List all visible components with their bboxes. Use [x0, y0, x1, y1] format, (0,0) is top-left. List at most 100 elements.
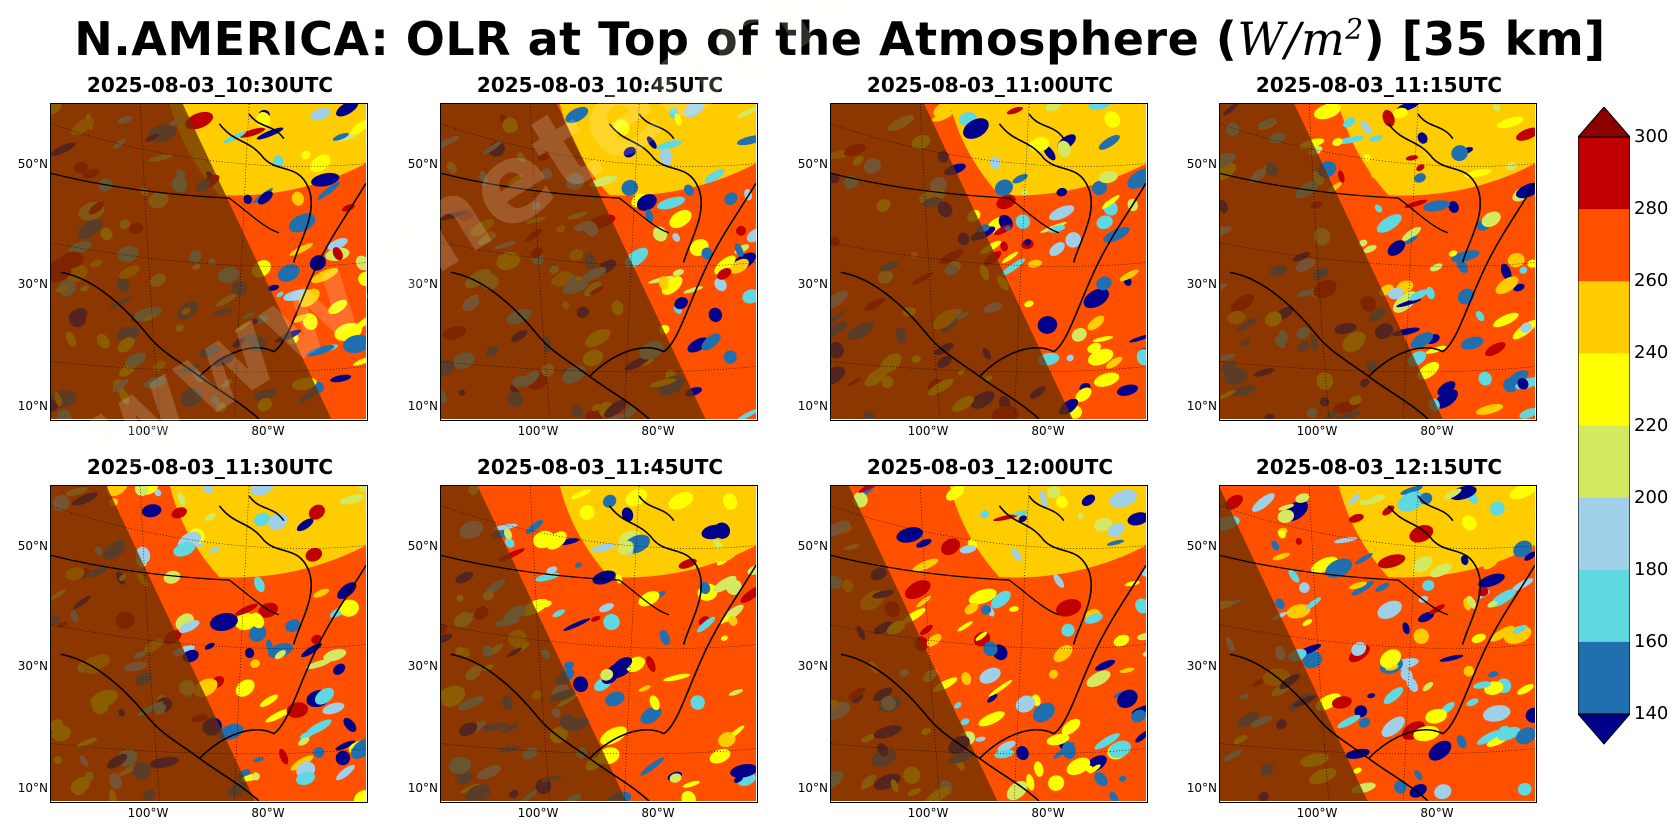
cloud-cell — [204, 642, 215, 650]
cloud-cell — [708, 307, 723, 323]
latitude-label: 50°N — [407, 157, 438, 171]
panel-time-title: 2025-08-03_12:15UTC — [1255, 455, 1503, 479]
cloud-cell — [957, 621, 973, 632]
longitude-label: 80°W — [251, 806, 285, 820]
cloud-cell — [1429, 263, 1443, 272]
cloud-cell — [701, 524, 726, 540]
cloud-cell — [1006, 780, 1028, 801]
cloud-cell — [134, 486, 149, 497]
cloud-cell — [1077, 512, 1084, 520]
cloud-cell — [1418, 611, 1435, 623]
cloud-cell — [683, 286, 703, 294]
graticule-line — [919, 486, 941, 801]
cloud-cell — [1131, 150, 1146, 166]
panel-time-title: 2025-08-03_11:45UTC — [476, 455, 724, 479]
cloud-cell — [717, 268, 732, 280]
cloud-cell — [1127, 512, 1146, 526]
cloud-cell — [1466, 698, 1479, 707]
cloud-cell — [858, 486, 884, 493]
cloud-cell — [306, 659, 331, 669]
latitude-label: 50°N — [797, 539, 828, 553]
cloud-cell — [313, 588, 330, 598]
cloud-cell — [987, 694, 998, 703]
cloud-cell — [353, 315, 366, 332]
cloud-cell — [1039, 490, 1048, 508]
cloud-cell — [625, 488, 648, 507]
cloud-cell — [308, 504, 325, 520]
cloud-cell — [1425, 286, 1435, 300]
latitude-label: 50°N — [1186, 157, 1217, 171]
cloud-cell — [1414, 173, 1426, 183]
cloud-cell — [243, 182, 261, 195]
cloud-cell — [1049, 242, 1065, 257]
cloud-cell — [570, 488, 592, 500]
cloud-cell — [618, 540, 634, 555]
latitude-label: 30°N — [1186, 277, 1217, 291]
cloud-cell — [980, 604, 992, 615]
cloud-cell — [1435, 389, 1459, 409]
cloud-cell — [1024, 238, 1032, 246]
international-border — [441, 172, 670, 234]
latitude-label: 30°N — [797, 277, 828, 291]
cloud-cell — [1271, 540, 1280, 551]
cloud-cell — [310, 107, 331, 121]
cloud-cell — [701, 333, 721, 351]
cloud-cell — [1016, 746, 1029, 761]
longitude-label: 80°W — [1031, 806, 1065, 820]
cloud-cell — [1483, 558, 1498, 570]
cloud-cell — [259, 694, 279, 708]
colorbar-tick-label: 260 — [1634, 270, 1669, 292]
cloud-cell — [621, 507, 634, 522]
cloud-cell — [737, 408, 756, 419]
cloud-cell — [254, 576, 265, 593]
cloud-cell — [1351, 641, 1367, 656]
cloud-cell — [1509, 370, 1529, 383]
cloud-cell — [1512, 624, 1528, 635]
cloud-cell — [737, 106, 756, 119]
cloud-cell — [1439, 654, 1464, 662]
cloud-cell — [332, 247, 343, 261]
cloud-cell — [659, 148, 672, 166]
cloud-cell — [1493, 104, 1501, 112]
cloud-cell — [896, 527, 923, 543]
panel-time-title: 2025-08-03_11:00UTC — [866, 73, 1114, 97]
olr-high-north — [949, 486, 1146, 578]
colorbar-tick-label: 160 — [1634, 630, 1669, 652]
cloud-cell — [604, 691, 625, 707]
panel-time-title: 2025-08-03_12:00UTC — [866, 455, 1114, 479]
longitude-label: 80°W — [1420, 424, 1454, 438]
cloud-cell — [268, 642, 293, 659]
cloud-cell — [1096, 276, 1112, 291]
cloud-cell — [1109, 489, 1137, 508]
cloud-cell — [1517, 378, 1529, 390]
cloud-cell — [1434, 784, 1452, 800]
cloud-cell — [1302, 619, 1313, 626]
cloud-cell — [1119, 667, 1135, 674]
cloud-cell — [591, 542, 616, 553]
cloud-cell — [1018, 515, 1027, 523]
cloud-cell — [1012, 173, 1028, 184]
cloud-cell — [1002, 251, 1018, 264]
cloud-cell — [989, 156, 1001, 170]
cloud-cell — [298, 736, 310, 746]
cloud-cell — [245, 647, 255, 659]
colorbar-tick-label: 240 — [1634, 342, 1669, 364]
cloud-cell — [1343, 117, 1356, 128]
cloud-cell — [1056, 187, 1068, 197]
latitude-label: 10°N — [1186, 399, 1217, 413]
longitude-label: 80°W — [1031, 424, 1065, 438]
cloud-cell — [1046, 486, 1061, 499]
cloud-cell — [1061, 718, 1081, 735]
cloud-cell — [973, 631, 991, 647]
cloud-cell — [589, 175, 618, 187]
cloud-cell — [961, 672, 972, 686]
cloud-cell — [250, 486, 274, 496]
cloud-cell — [335, 750, 351, 766]
cloud-cell — [314, 687, 335, 705]
cloud-cell — [669, 773, 682, 783]
cloud-cell — [1075, 387, 1092, 402]
latitude-label: 50°N — [797, 157, 828, 171]
colorbar-tick-label: 180 — [1634, 558, 1669, 580]
cloud-cell — [563, 618, 591, 631]
graticule-line — [919, 104, 941, 419]
